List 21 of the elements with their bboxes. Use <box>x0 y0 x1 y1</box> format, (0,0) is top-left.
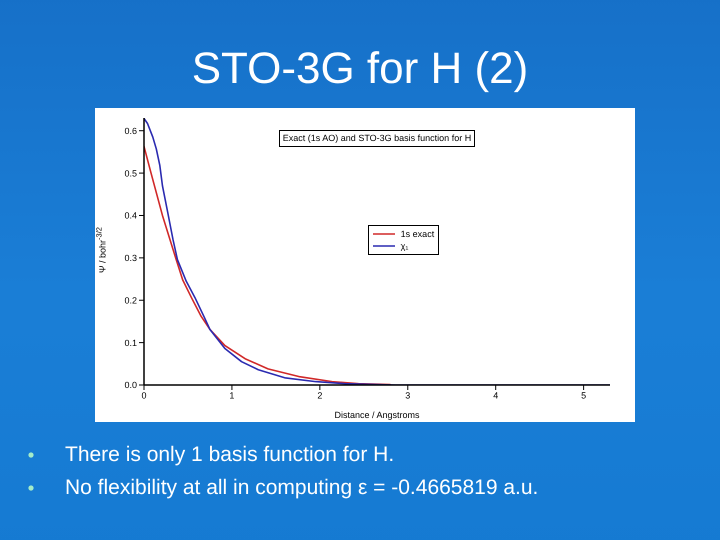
x-tick-label: 2 <box>317 390 322 400</box>
y-tick-label: 0.3 <box>124 253 137 264</box>
x-tick-label: 4 <box>493 390 498 400</box>
legend-label: 1s exact <box>400 228 434 240</box>
x-tick-label: 1 <box>229 390 234 400</box>
text: There is only 1 basis function for H. <box>65 442 394 466</box>
y-tick-label: 0.1 <box>124 338 137 348</box>
y-tick-label: 0.2 <box>124 295 137 306</box>
chart-title: STO-3G for H (2) <box>190 43 530 95</box>
y-tick-label: 0.5 <box>124 168 137 178</box>
text: Exact (1s AO) and STO-3G basis function for H <box>278 130 476 147</box>
y-tick-label: 0.0 <box>124 380 137 390</box>
text: No flexibility at all in computing ε = -0.4665819 a.u. <box>65 476 538 500</box>
y-tick-label: 0.4 <box>124 210 137 221</box>
line-series <box>144 146 391 385</box>
x-tick-label: 0 <box>141 390 147 400</box>
legend-label: χ₁ <box>400 240 408 252</box>
x-tick-label: 3 <box>405 390 410 400</box>
x-axis-title: Distance / Angstroms <box>334 410 420 420</box>
x-tick-label: 5 <box>581 390 586 400</box>
y-tick-label: 0.6 <box>124 126 137 136</box>
